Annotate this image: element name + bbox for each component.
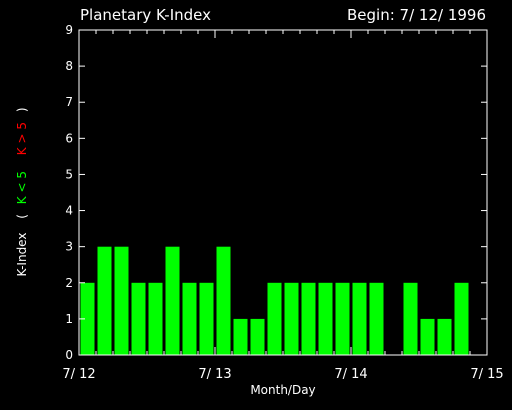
bar-5 — [165, 246, 180, 355]
bar-10 — [250, 318, 265, 355]
chart-title: Planetary K-Index — [80, 6, 211, 24]
y-axis-label: K-Index ( K < 5 K > 5 ) — [15, 107, 29, 276]
bar-4 — [148, 282, 163, 355]
x-axis-ticks: 7/ 12 7/ 13 7/ 14 7/ 15 — [62, 30, 504, 382]
y-tick-label-9: 9 — [65, 23, 73, 37]
bar-12 — [284, 282, 299, 355]
y-axis-label-high: K > 5 — [15, 122, 29, 155]
bars — [80, 246, 469, 355]
x-tick-label-1: 7/ 13 — [198, 367, 231, 382]
y-axis-label-main: K-Index — [15, 233, 29, 277]
y-tick-label-1: 1 — [65, 312, 73, 326]
bar-20 — [420, 318, 435, 355]
bar-9 — [233, 318, 248, 355]
x-tick-label-0: 7/ 12 — [62, 367, 95, 382]
bar-3 — [131, 282, 146, 355]
bar-1 — [97, 246, 112, 355]
y-tick-label-3: 3 — [65, 240, 73, 254]
begin-date: Begin: 7/ 12/ 1996 — [347, 6, 486, 24]
bar-0 — [80, 282, 95, 355]
y-axis-ticks: 0 1 2 3 4 5 6 7 8 9 — [65, 23, 487, 362]
bar-2 — [114, 246, 129, 355]
y-tick-label-0: 0 — [65, 348, 73, 362]
x-tick-label-2: 7/ 14 — [334, 367, 367, 382]
bar-13 — [301, 282, 316, 355]
bar-14 — [318, 282, 333, 355]
bar-11 — [267, 282, 282, 355]
y-tick-label-4: 4 — [65, 204, 73, 218]
y-tick-label-8: 8 — [65, 59, 73, 73]
bar-19 — [403, 282, 418, 355]
x-tick-label-3: 7/ 15 — [470, 367, 503, 382]
bar-6 — [182, 282, 197, 355]
x-axis-label: Month/Day — [250, 383, 315, 397]
y-axis-label-low: K < 5 — [15, 171, 29, 204]
bar-7 — [199, 282, 214, 355]
bar-8 — [216, 246, 231, 355]
bar-16 — [352, 282, 367, 355]
y-tick-label-5: 5 — [65, 167, 73, 181]
bar-15 — [335, 282, 350, 355]
y-tick-label-2: 2 — [65, 276, 73, 290]
bar-22 — [454, 282, 469, 355]
y-tick-label-6: 6 — [65, 131, 73, 145]
bar-21 — [437, 318, 452, 355]
y-tick-label-7: 7 — [65, 95, 73, 109]
y-axis-label-open: ( — [15, 214, 29, 219]
y-axis-label-close: ) — [15, 107, 29, 112]
bar-17 — [369, 282, 384, 355]
